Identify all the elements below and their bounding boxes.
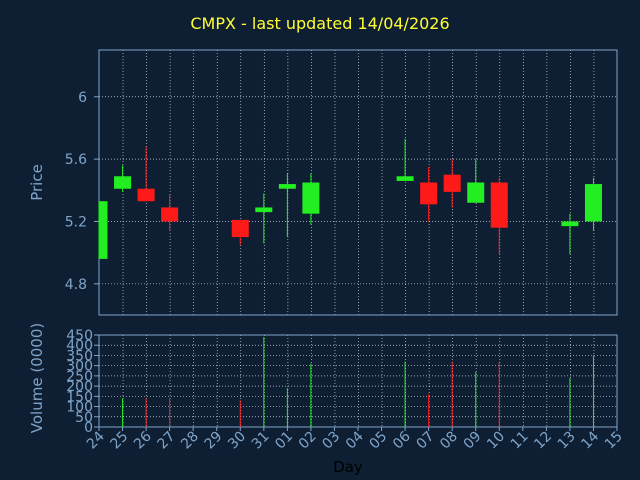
volume-grid	[99, 334, 617, 428]
candle-body	[302, 182, 320, 214]
volume-tick-label: 450	[66, 328, 93, 344]
day-tick-label: 27	[155, 429, 179, 453]
price-tick-label: 5.2	[65, 214, 87, 230]
day-tick-label: 03	[319, 429, 343, 453]
volume-axis-label: Volume (0000)	[28, 323, 46, 433]
day-axis-label: Day	[333, 458, 363, 476]
volume-tick-label: 100	[66, 400, 93, 416]
day-tick-label: 31	[249, 429, 273, 453]
price-axis-label: Price	[28, 164, 46, 201]
volume-tick-label: 0	[84, 420, 93, 436]
candle-body	[584, 184, 602, 222]
price-grid	[99, 50, 617, 315]
day-tick-label: 28	[178, 429, 202, 453]
candle-body	[490, 182, 508, 228]
day-tick-label: 15	[602, 429, 626, 453]
day-tick-label: 11	[508, 429, 532, 453]
candle-body	[99, 201, 108, 259]
candle-body	[161, 207, 179, 222]
day-tick-label: 01	[272, 429, 296, 453]
volume-tick-label: 200	[66, 379, 93, 395]
day-tick-label: 05	[366, 429, 390, 453]
day-tick-label: 29	[202, 429, 226, 453]
candle-body	[231, 219, 249, 238]
candle-body	[396, 176, 414, 181]
volume-bars	[122, 337, 594, 427]
price-axis-ticks: 4.8 5.2 5.6 6	[65, 90, 99, 293]
candle-body	[561, 221, 579, 227]
day-axis-ticks: 24 25 26 27 28 29 30 31 01 02 03 04 05 06 07 08 09 10 11 12…	[84, 427, 626, 452]
volume-tick-label: 250	[66, 369, 93, 385]
day-tick-label: 04	[343, 428, 367, 452]
day-tick-label: 10	[484, 429, 508, 453]
candle-body	[420, 182, 438, 205]
day-tick-label: 06	[390, 428, 414, 452]
candle-body	[137, 188, 155, 202]
day-tick-label: 09	[461, 429, 485, 453]
candle-body	[443, 174, 461, 192]
volume-tick-label: 400	[66, 338, 93, 354]
price-tick-label: 4.8	[65, 277, 87, 293]
day-tick-label: 12	[531, 429, 555, 453]
day-tick-label: 30	[225, 429, 249, 453]
candles	[98, 138, 602, 259]
volume-panel-frame	[98, 334, 618, 428]
day-tick-label: 14	[578, 428, 602, 452]
day-tick-label: 08	[437, 429, 461, 453]
candle-body	[278, 184, 296, 189]
price-tick-label: 5.6	[65, 152, 87, 168]
volume-tick-label: 350	[66, 348, 93, 364]
volume-tick-label: 150	[66, 389, 93, 405]
day-tick-label: 02	[296, 429, 320, 453]
chart-title: CMPX - last updated 14/04/2026	[190, 14, 450, 33]
candle-body	[467, 182, 485, 203]
volume-tick-label: 300	[66, 359, 93, 375]
day-tick-label: 07	[414, 429, 438, 453]
price-tick-label: 6	[78, 90, 87, 106]
day-tick-label: 26	[131, 428, 155, 452]
candle-body	[255, 207, 273, 213]
candle-body	[114, 176, 132, 189]
volume-tick-label: 50	[75, 410, 93, 426]
price-panel-frame	[98, 49, 618, 316]
day-tick-label: 25	[107, 429, 131, 453]
day-tick-label: 13	[555, 429, 579, 453]
